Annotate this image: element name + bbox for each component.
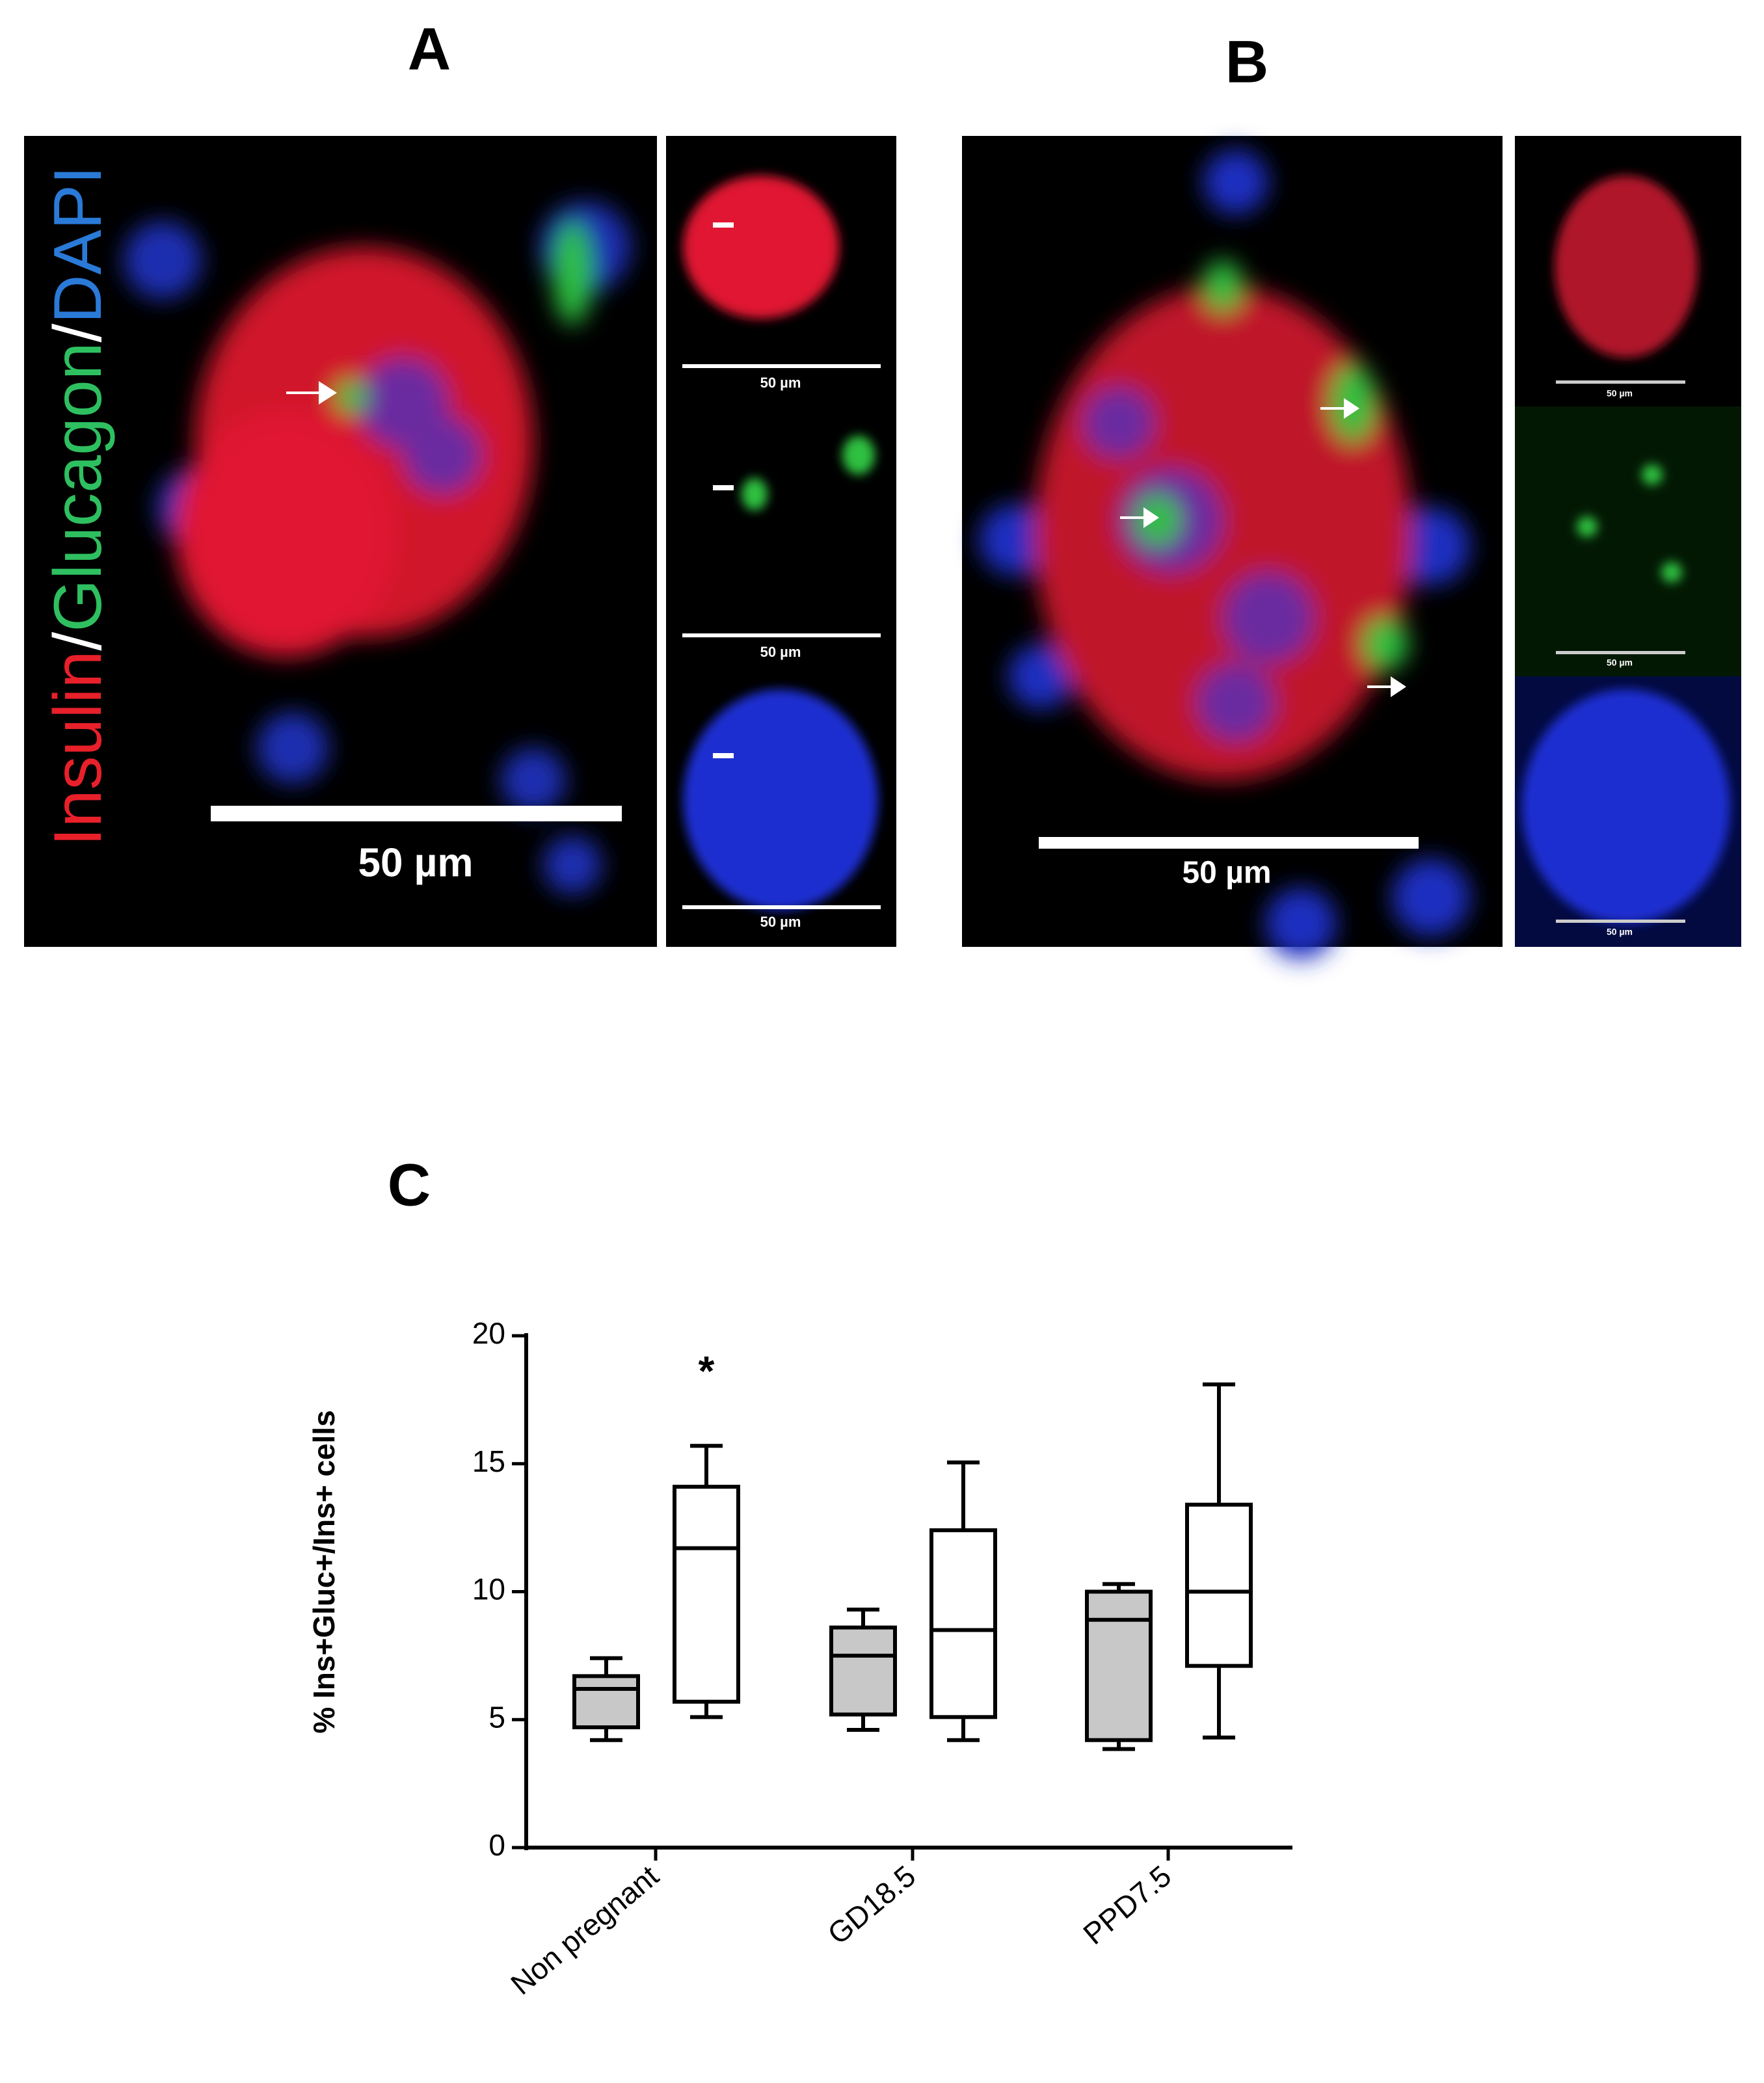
scale-label: 50 µm: [760, 375, 801, 391]
stain-glucagon: Glucagon: [40, 342, 116, 631]
scale-label: 50 µm: [1607, 657, 1633, 668]
y-axis-label: % Ins+Gluc+/Ins+ cells: [307, 1410, 341, 1733]
stain-dapi: DAPI: [40, 166, 116, 324]
scale-label: 50 µm: [1607, 388, 1633, 399]
panel-label: B: [1225, 29, 1268, 95]
box: [929, 1528, 997, 1719]
micrograph-b: 50 µm 50 µm 50 µm 50 µm: [962, 136, 1741, 959]
box: [1185, 1502, 1253, 1668]
box: [673, 1485, 740, 1704]
scale-label: 50 µm: [760, 644, 801, 660]
x-tick-label: GD18.5: [821, 1859, 922, 1951]
stain-separator: /: [40, 632, 116, 651]
panel-label: A: [408, 16, 451, 82]
stain-insulin: Insulin: [40, 651, 116, 847]
y-tick-label: 10: [472, 1572, 505, 1606]
annotation: *: [699, 1347, 715, 1394]
scale-label: 50 µm: [1182, 856, 1271, 890]
stain-separator: /: [40, 323, 116, 342]
box: [572, 1674, 640, 1730]
y-tick-label: 0: [488, 1828, 505, 1862]
y-tick-label: 20: [472, 1316, 505, 1350]
x-tick-label: Non pregnant: [504, 1859, 665, 2001]
panel-label: C: [388, 1152, 431, 1218]
x-tick-label: PPD7.5: [1076, 1859, 1177, 1951]
stain-label: Insulin/Glucagon/DAPI: [40, 166, 116, 846]
y-tick-label: 15: [472, 1444, 505, 1478]
y-tick-label: 5: [488, 1700, 505, 1734]
scale-label: 50 µm: [358, 840, 473, 885]
box: [1085, 1589, 1153, 1742]
box: [829, 1625, 897, 1717]
micrograph-a: 50 µm 50 µm 50 µm 50 µm: [24, 136, 896, 947]
scale-label: 50 µm: [760, 914, 801, 930]
scale-label: 50 µm: [1607, 927, 1633, 937]
